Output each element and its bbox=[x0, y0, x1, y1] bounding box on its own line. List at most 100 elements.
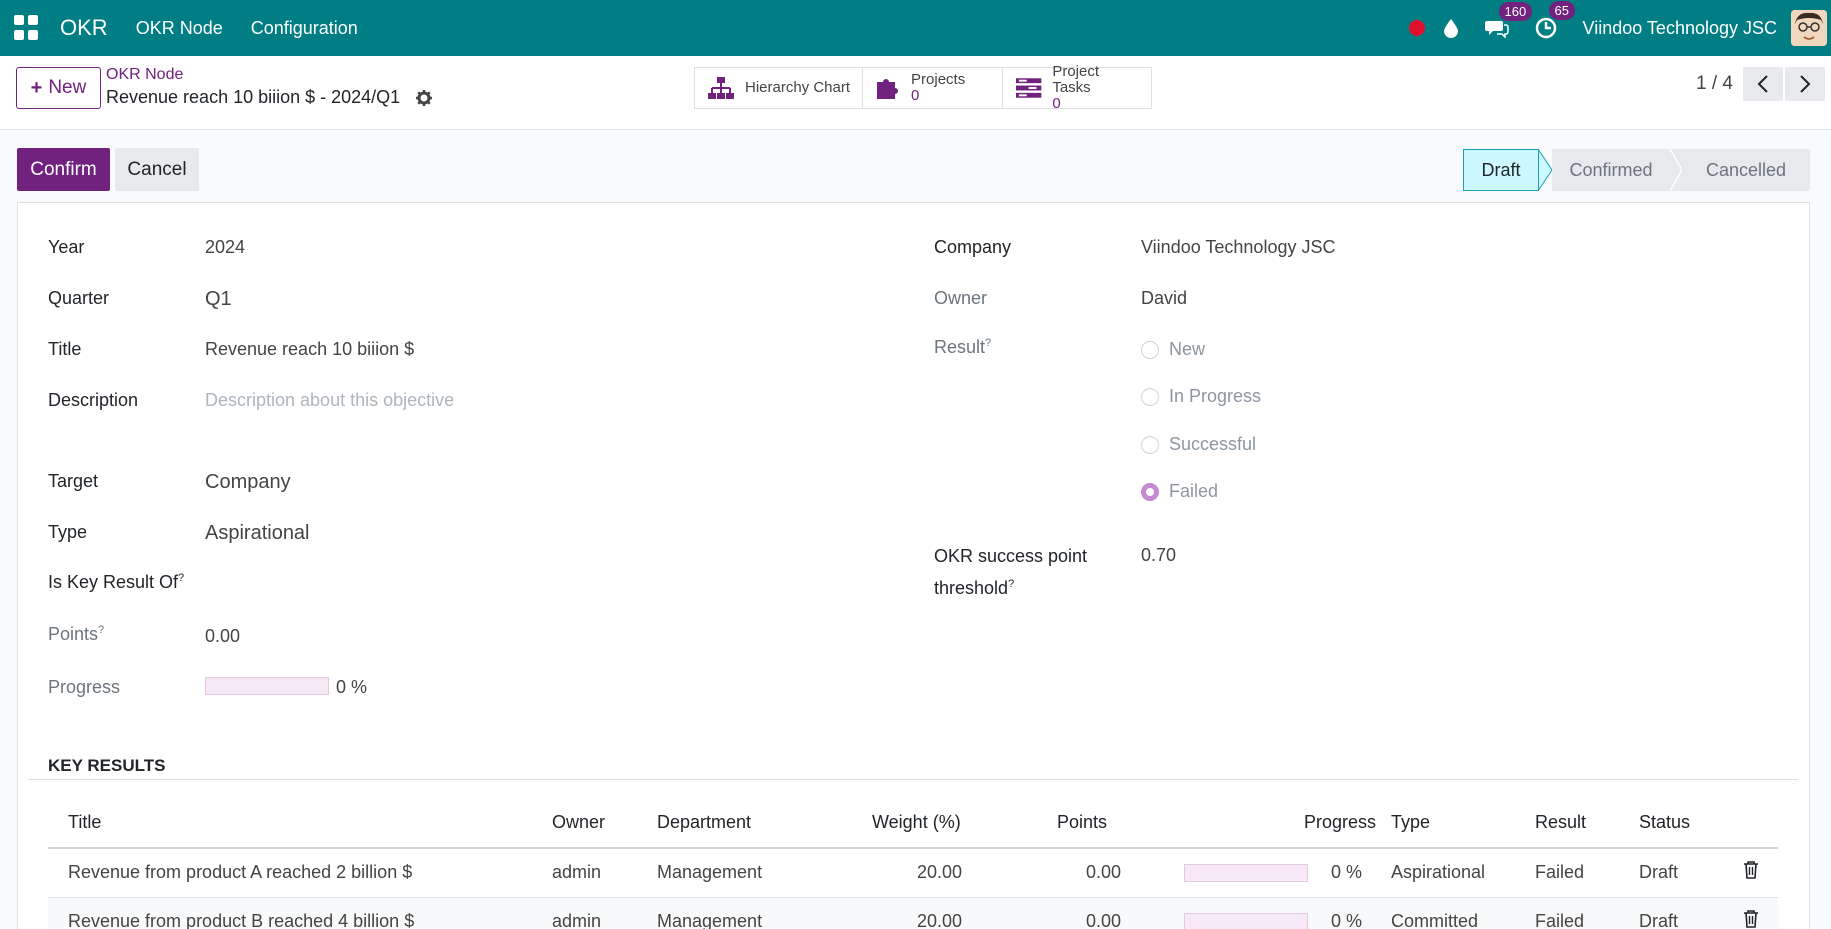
confirm-button[interactable]: Confirm bbox=[17, 148, 110, 191]
radio-icon bbox=[1141, 340, 1159, 359]
app-brand[interactable]: OKR bbox=[60, 15, 108, 40]
progress-bar bbox=[205, 677, 329, 695]
result-option-failed[interactable]: Failed bbox=[1141, 481, 1218, 502]
top-navbar: OKR OKR Node Configuration 160 65 Viindo… bbox=[0, 0, 1831, 56]
row-points: 0.00 bbox=[1085, 862, 1121, 882]
quarter-value[interactable]: Q1 bbox=[205, 288, 232, 310]
chevron-left-icon bbox=[1757, 75, 1768, 93]
title-label: Title bbox=[48, 339, 82, 359]
company-value[interactable]: Viindoo Technology JSC bbox=[1141, 237, 1336, 257]
pager-value[interactable]: 1 / 4 bbox=[1696, 73, 1733, 94]
key-results-title: KEY RESULTS bbox=[48, 756, 166, 775]
apps-menu-icon[interactable] bbox=[14, 15, 40, 41]
form-sheet: Year 2024 Quarter Q1 Title Revenue reach… bbox=[17, 202, 1810, 929]
progress-value: 0 % bbox=[336, 677, 368, 697]
project-tasks-button[interactable]: Project Tasks 0 bbox=[1003, 64, 1151, 112]
table-header-divider bbox=[48, 847, 1778, 849]
result-option-new[interactable]: New bbox=[1141, 339, 1205, 360]
col-owner[interactable]: Owner bbox=[552, 812, 606, 832]
row-owner: admin bbox=[552, 911, 602, 929]
row-owner: admin bbox=[552, 862, 602, 882]
pager-next-button[interactable] bbox=[1785, 67, 1825, 101]
help-tooltip-icon[interactable]: ? bbox=[98, 624, 105, 636]
result-label: Result? bbox=[934, 337, 992, 357]
menu-okr-node[interactable]: OKR Node bbox=[135, 17, 223, 38]
threshold-label: OKR success point threshold? bbox=[934, 546, 1088, 598]
col-weight[interactable]: Weight (%) bbox=[872, 812, 961, 832]
title-value[interactable]: Revenue reach 10 biiion $ bbox=[205, 339, 415, 359]
type-value[interactable]: Aspirational bbox=[205, 522, 310, 544]
target-value[interactable]: Company bbox=[205, 471, 291, 493]
points-label: Points? bbox=[48, 624, 105, 644]
row-points: 0.00 bbox=[1085, 911, 1121, 929]
stage-cancelled[interactable]: Cancelled bbox=[1682, 149, 1810, 191]
gear-icon[interactable] bbox=[416, 89, 433, 106]
table-row[interactable]: Revenue from product A reached 2 billion… bbox=[48, 849, 1778, 898]
pager-previous-button[interactable] bbox=[1743, 67, 1783, 101]
smart-buttons: Hierarchy Chart Projects 0 Project Tasks 0 bbox=[694, 64, 1153, 112]
col-status[interactable]: Status bbox=[1639, 812, 1691, 832]
col-department[interactable]: Department bbox=[657, 812, 752, 832]
type-label: Type bbox=[48, 522, 88, 542]
help-tooltip-icon[interactable]: ? bbox=[178, 572, 185, 584]
puzzle-icon bbox=[877, 79, 899, 99]
col-result[interactable]: Result bbox=[1535, 812, 1587, 832]
threshold-value[interactable]: 0.70 bbox=[1141, 545, 1177, 565]
messages-icon[interactable]: 160 bbox=[1484, 2, 1533, 38]
table-row[interactable]: Revenue from product B reached 4 billion… bbox=[48, 898, 1778, 929]
projects-button[interactable]: Projects 0 bbox=[863, 68, 1004, 108]
new-button[interactable]: + New bbox=[16, 67, 101, 109]
activities-clock-icon[interactable]: 65 bbox=[1535, 1, 1575, 39]
row-progress-bar bbox=[1184, 913, 1308, 929]
status-bar: Draft Confirmed Cancelled bbox=[1463, 149, 1810, 191]
stage-draft[interactable]: Draft bbox=[1463, 149, 1539, 191]
row-result: Failed bbox=[1535, 911, 1585, 929]
help-tooltip-icon[interactable]: ? bbox=[985, 337, 992, 349]
result-option-in-progress[interactable]: In Progress bbox=[1141, 386, 1261, 407]
radio-icon bbox=[1141, 387, 1159, 406]
help-tooltip-icon[interactable]: ? bbox=[1008, 578, 1015, 590]
trash-icon[interactable] bbox=[1743, 861, 1759, 879]
drop-icon[interactable] bbox=[1443, 18, 1459, 38]
menu-configuration[interactable]: Configuration bbox=[250, 17, 358, 38]
key-result-of-input[interactable] bbox=[205, 568, 705, 594]
activities-badge: 65 bbox=[1548, 1, 1575, 20]
row-progress-bar bbox=[1184, 864, 1308, 882]
row-status: Draft bbox=[1639, 862, 1679, 882]
row-title: Revenue from product A reached 2 billion… bbox=[68, 862, 413, 882]
col-type[interactable]: Type bbox=[1391, 812, 1431, 832]
row-department: Management bbox=[657, 862, 763, 882]
row-title: Revenue from product B reached 4 billion… bbox=[68, 911, 415, 929]
points-value: 0.00 bbox=[205, 626, 241, 646]
owner-label: Owner bbox=[934, 288, 988, 308]
row-department: Management bbox=[657, 911, 763, 929]
row-type: Aspirational bbox=[1391, 862, 1486, 882]
trash-icon[interactable] bbox=[1743, 910, 1759, 928]
hierarchy-chart-button[interactable]: Hierarchy Chart bbox=[695, 68, 864, 108]
key-result-of-label: Is Key Result Of? bbox=[48, 572, 185, 592]
col-points[interactable]: Points bbox=[1057, 812, 1108, 832]
stage-arrow-icon bbox=[1538, 149, 1552, 191]
tasks-icon bbox=[1016, 78, 1042, 98]
description-label: Description bbox=[48, 390, 139, 410]
user-avatar[interactable] bbox=[1791, 10, 1827, 46]
breadcrumb-parent[interactable]: OKR Node bbox=[106, 66, 184, 83]
progress-label: Progress bbox=[48, 677, 121, 697]
company-switcher[interactable]: Viindoo Technology JSC bbox=[1582, 17, 1777, 38]
col-progress[interactable]: Progress bbox=[1304, 812, 1377, 832]
stage-confirmed[interactable]: Confirmed bbox=[1552, 149, 1670, 191]
section-divider bbox=[28, 779, 1798, 780]
row-type: Committed bbox=[1391, 911, 1479, 929]
year-value[interactable]: 2024 bbox=[205, 237, 246, 257]
year-label: Year bbox=[48, 237, 85, 257]
company-label: Company bbox=[934, 237, 1012, 257]
cancel-button[interactable]: Cancel bbox=[115, 148, 199, 191]
row-weight: 20.00 bbox=[916, 862, 962, 882]
radio-checked-icon bbox=[1141, 482, 1159, 501]
description-input[interactable]: Description about this objective bbox=[205, 390, 455, 410]
recording-indicator-icon[interactable] bbox=[1408, 20, 1425, 36]
col-title[interactable]: Title bbox=[68, 812, 102, 832]
result-option-successful[interactable]: Successful bbox=[1141, 434, 1256, 455]
row-progress: 0 % bbox=[1330, 911, 1362, 929]
messages-badge: 160 bbox=[1498, 2, 1533, 21]
